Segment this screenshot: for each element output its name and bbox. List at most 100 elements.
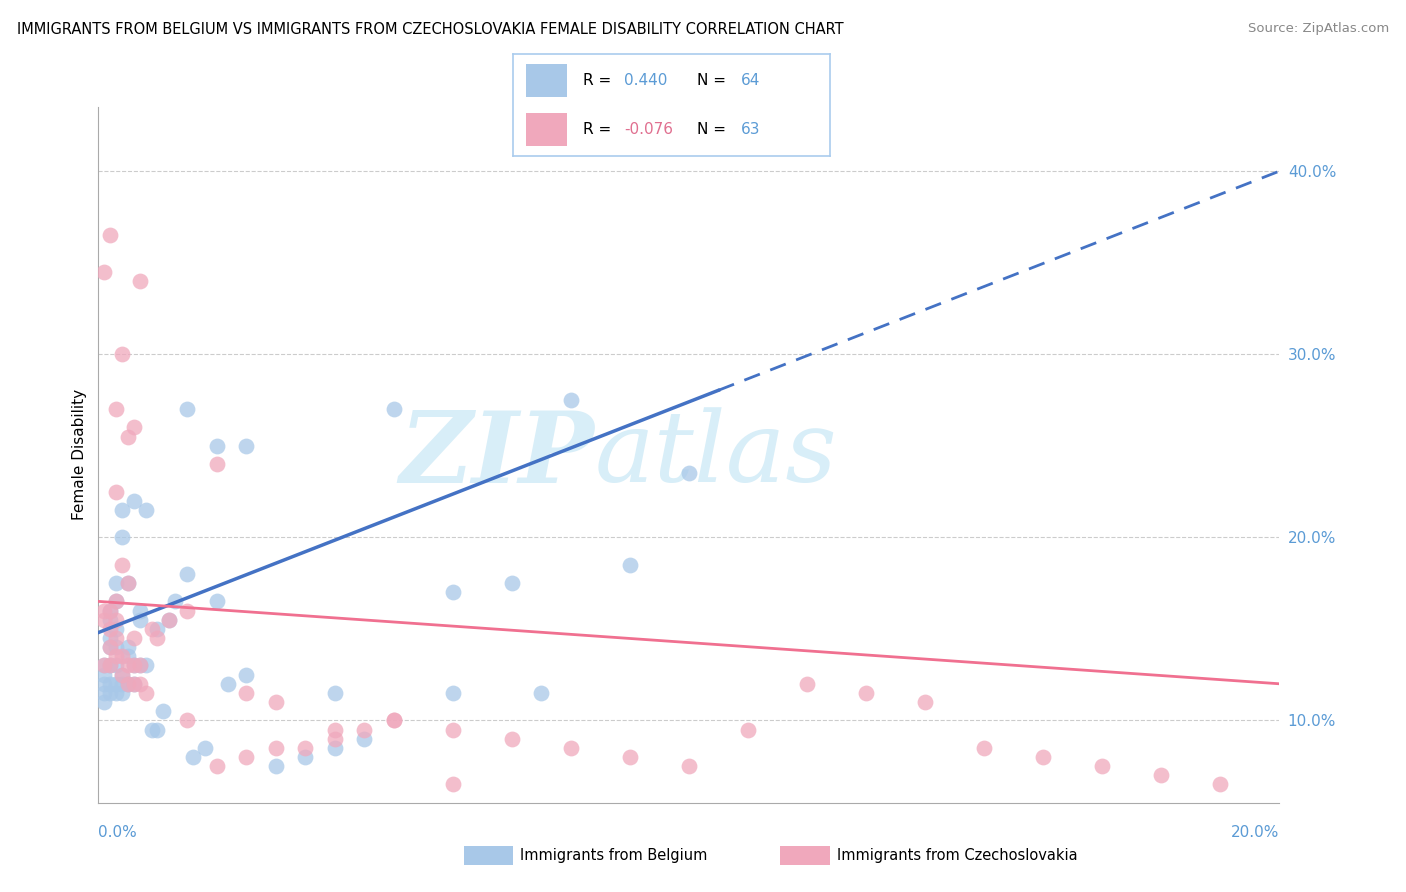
Point [382, 714, 405, 728]
Point [264, 695, 287, 709]
Point [235, 439, 257, 453]
Point [128, 613, 150, 627]
Text: 0.440: 0.440 [624, 72, 668, 87]
Text: N =: N = [697, 72, 731, 87]
Point [105, 640, 128, 655]
Point [441, 777, 464, 791]
Point [294, 750, 316, 764]
Point [217, 677, 239, 691]
Point [117, 677, 139, 691]
Point [111, 558, 134, 572]
Point [560, 740, 582, 755]
Point [111, 347, 134, 361]
Point [176, 402, 198, 417]
Point [122, 420, 145, 434]
Point [98, 686, 121, 700]
Text: Immigrants from Belgium: Immigrants from Belgium [520, 848, 707, 863]
Point [93, 695, 115, 709]
Point [382, 402, 405, 417]
Point [323, 723, 346, 737]
Point [117, 429, 139, 443]
Point [501, 731, 523, 746]
Point [205, 759, 228, 773]
Point [176, 603, 198, 617]
Point [93, 677, 115, 691]
Point [105, 631, 128, 645]
Point [678, 759, 700, 773]
Point [105, 402, 128, 417]
Text: atlas: atlas [595, 408, 837, 502]
Point [135, 686, 157, 700]
Text: 20.0%: 20.0% [1232, 825, 1279, 839]
Point [135, 503, 157, 517]
Point [619, 750, 641, 764]
Point [98, 622, 121, 636]
Point [530, 686, 553, 700]
Point [105, 594, 128, 608]
Point [235, 750, 257, 764]
Point [105, 649, 128, 664]
Point [122, 493, 145, 508]
Point [264, 759, 287, 773]
Point [146, 631, 169, 645]
Point [105, 484, 128, 499]
Point [353, 723, 375, 737]
Point [382, 714, 405, 728]
Point [914, 695, 936, 709]
Bar [526, 113, 567, 145]
Point [105, 686, 128, 700]
Point [194, 740, 217, 755]
Point [146, 723, 169, 737]
Point [146, 622, 169, 636]
Point [205, 439, 228, 453]
Point [93, 603, 115, 617]
Point [117, 640, 139, 655]
Point [98, 631, 121, 645]
Point [135, 658, 157, 673]
Text: R =: R = [582, 72, 616, 87]
Point [128, 677, 150, 691]
Point [98, 603, 121, 617]
Point [105, 594, 128, 608]
Point [165, 594, 187, 608]
Point [98, 658, 121, 673]
Point [117, 649, 139, 664]
Point [122, 658, 145, 673]
Text: R =: R = [582, 122, 616, 137]
Point [560, 392, 582, 407]
Point [235, 686, 257, 700]
Point [122, 631, 145, 645]
Point [441, 686, 464, 700]
Point [152, 704, 174, 718]
Point [111, 530, 134, 544]
Point [855, 686, 877, 700]
Point [323, 731, 346, 746]
Point [105, 622, 128, 636]
Point [441, 585, 464, 599]
Point [98, 677, 121, 691]
Point [111, 503, 134, 517]
Point [176, 566, 198, 581]
Point [111, 649, 134, 664]
Text: -0.076: -0.076 [624, 122, 673, 137]
Point [117, 658, 139, 673]
Point [1032, 750, 1054, 764]
Point [353, 731, 375, 746]
Point [93, 658, 115, 673]
Text: IMMIGRANTS FROM BELGIUM VS IMMIGRANTS FROM CZECHOSLOVAKIA FEMALE DISABILITY CORR: IMMIGRANTS FROM BELGIUM VS IMMIGRANTS FR… [17, 22, 844, 37]
Point [264, 740, 287, 755]
Point [93, 667, 115, 681]
Point [93, 686, 115, 700]
Point [105, 613, 128, 627]
Point [205, 594, 228, 608]
Point [98, 640, 121, 655]
Point [128, 658, 150, 673]
Point [323, 740, 346, 755]
Point [111, 667, 134, 681]
Point [128, 603, 150, 617]
Point [141, 622, 163, 636]
Point [98, 603, 121, 617]
Text: N =: N = [697, 122, 731, 137]
Point [122, 658, 145, 673]
Point [235, 667, 257, 681]
